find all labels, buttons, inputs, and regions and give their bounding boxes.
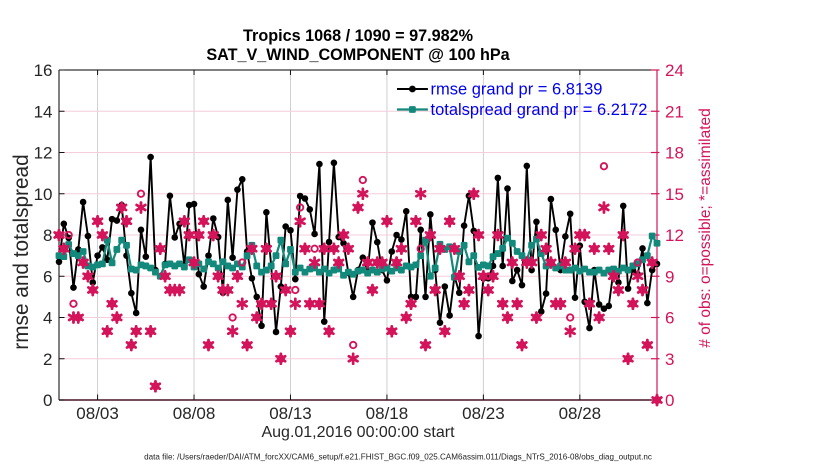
svg-text:9: 9 xyxy=(665,267,674,286)
svg-text:12: 12 xyxy=(665,226,684,245)
svg-text:08/13: 08/13 xyxy=(269,404,312,423)
svg-text:data file: /Users/raeder/DAI/A: data file: /Users/raeder/DAI/ATM_forcXX/… xyxy=(144,453,652,462)
svg-text:8: 8 xyxy=(43,226,52,245)
svg-text:15: 15 xyxy=(665,185,684,204)
svg-text:08/23: 08/23 xyxy=(462,404,505,423)
svg-text:10: 10 xyxy=(34,185,53,204)
svg-text:08/18: 08/18 xyxy=(366,404,409,423)
svg-text:6: 6 xyxy=(665,309,674,328)
svg-text:Aug.01,2016 00:00:00 start: Aug.01,2016 00:00:00 start xyxy=(261,424,455,441)
svg-text:08/03: 08/03 xyxy=(76,404,119,423)
svg-text:Tropics 1068 / 1090 = 97.982%: Tropics 1068 / 1090 = 97.982% xyxy=(243,27,473,45)
svg-text:18: 18 xyxy=(665,144,684,163)
svg-text:14: 14 xyxy=(34,102,53,121)
svg-text:4: 4 xyxy=(43,309,52,328)
svg-text:21: 21 xyxy=(665,102,684,121)
svg-text:2: 2 xyxy=(43,350,52,369)
svg-text:08/08: 08/08 xyxy=(173,404,216,423)
svg-text:0: 0 xyxy=(43,391,52,410)
svg-text:12: 12 xyxy=(34,144,53,163)
svg-text:SAT_V_WIND_COMPONENT @ 100 hPa: SAT_V_WIND_COMPONENT @ 100 hPa xyxy=(206,46,510,64)
svg-text:16: 16 xyxy=(34,61,53,80)
svg-text:08/28: 08/28 xyxy=(559,404,602,423)
svg-text:totalspread grand pr = 6.2172: totalspread grand pr = 6.2172 xyxy=(431,101,648,119)
svg-text:# of obs: o=possible; *=assimi: # of obs: o=possible; *=assimilated xyxy=(697,108,714,348)
svg-text:24: 24 xyxy=(665,61,684,80)
svg-text:rmse grand pr = 6.8139: rmse grand pr = 6.8139 xyxy=(431,81,603,99)
svg-text:3: 3 xyxy=(665,350,674,369)
svg-text:6: 6 xyxy=(43,267,52,286)
svg-text:0: 0 xyxy=(665,391,674,410)
svg-text:rmse and totalspread: rmse and totalspread xyxy=(10,154,33,349)
